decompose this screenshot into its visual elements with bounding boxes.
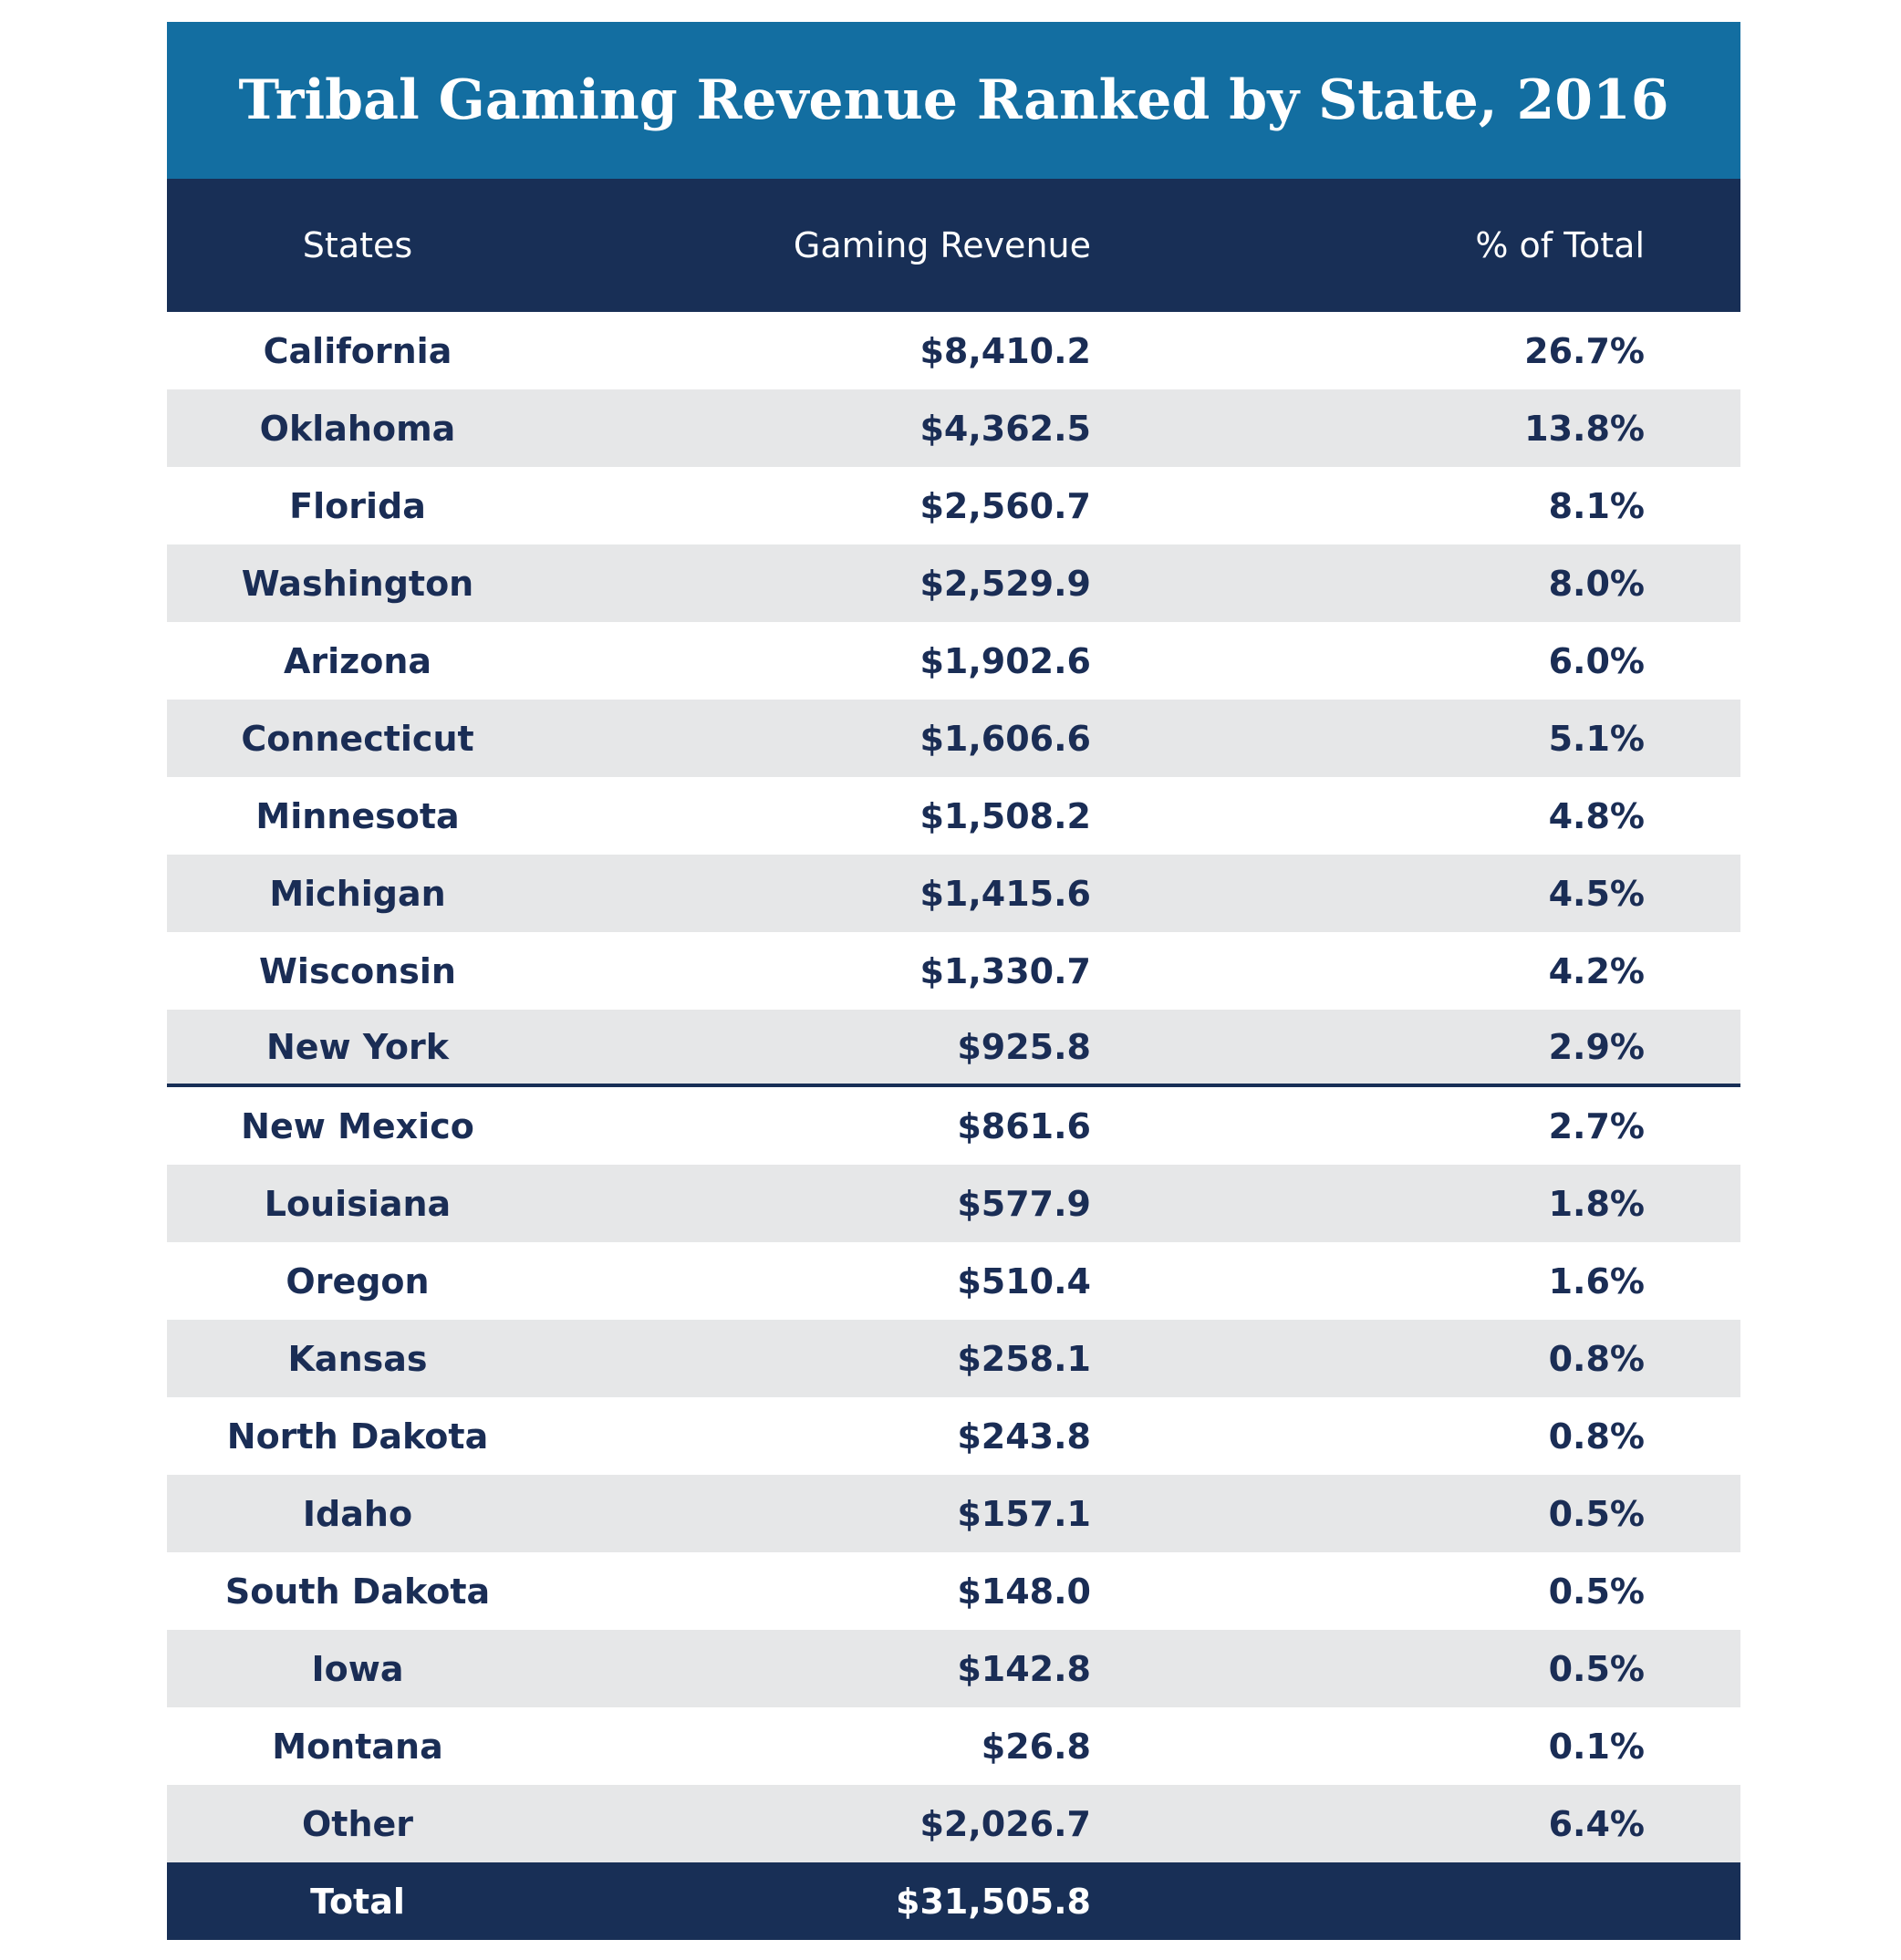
percent-cell: 4.8% [1548,795,1645,836]
state-cell: Florida [289,485,426,526]
table-row: Montana $26.8 0.1% [167,1707,1740,1785]
revenue-cell: $26.8 [981,1726,1091,1767]
table-row: Kansas $258.1 0.8% [167,1320,1740,1397]
revenue-cell: $1,606.6 [919,718,1091,759]
state-cell: New Mexico [241,1105,474,1146]
total-revenue: $31,505.8 [896,1881,1091,1922]
table-row: Iowa $142.8 0.5% [167,1630,1740,1707]
revenue-cell: $577.9 [957,1183,1091,1224]
state-cell: Oregon [286,1260,430,1301]
revenue-cell: $8,410.2 [919,330,1091,371]
total-label: Total [310,1881,405,1922]
percent-cell: 6.4% [1548,1803,1645,1844]
percent-cell: 8.0% [1548,563,1645,604]
state-cell: Michigan [269,873,446,914]
state-cell: Connecticut [241,718,474,759]
total-row: Total $31,505.8 [167,1862,1740,1940]
revenue-cell: $2,026.7 [919,1803,1091,1844]
table-row: South Dakota $148.0 0.5% [167,1552,1740,1630]
table-body: California $8,410.2 26.7% Oklahoma $4,36… [167,312,1740,1940]
table-row: Washington $2,529.9 8.0% [167,544,1740,622]
revenue-cell: $243.8 [957,1416,1091,1457]
state-cell: Arizona [283,640,432,681]
percent-cell: 0.1% [1548,1726,1645,1767]
percent-cell: 2.9% [1548,1026,1645,1067]
percent-cell: 0.8% [1548,1338,1645,1379]
percent-cell: 0.8% [1548,1416,1645,1457]
table-row: Florida $2,560.7 8.1% [167,467,1740,544]
table-row: Oklahoma $4,362.5 13.8% [167,389,1740,467]
percent-cell: 13.8% [1524,408,1645,449]
state-cell: California [263,330,452,371]
revenue-cell: $1,902.6 [919,640,1091,681]
table-row: California $8,410.2 26.7% [167,312,1740,389]
percent-cell: 1.8% [1548,1183,1645,1224]
table-row: Oregon $510.4 1.6% [167,1242,1740,1320]
state-cell: Idaho [302,1493,413,1534]
table-row: Arizona $1,902.6 6.0% [167,622,1740,700]
state-cell: Wisconsin [259,950,456,991]
column-header-states: States [302,225,413,265]
state-cell: Iowa [311,1648,404,1689]
table-row: Michigan $1,415.6 4.5% [167,855,1740,932]
column-header-percent-of-total: % of Total [1475,225,1645,265]
revenue-cell: $861.6 [957,1105,1091,1146]
revenue-cell: $1,508.2 [919,795,1091,836]
percent-cell: 0.5% [1548,1493,1645,1534]
percent-cell: 8.1% [1548,485,1645,526]
table-row: New Mexico $861.6 2.7% [167,1087,1740,1165]
state-cell: New York [265,1026,450,1067]
table-row: Wisconsin $1,330.7 4.2% [167,932,1740,1010]
revenue-cell: $925.8 [957,1026,1091,1067]
table-row: Louisiana $577.9 1.8% [167,1165,1740,1242]
revenue-cell: $1,330.7 [919,950,1091,991]
percent-cell: 0.5% [1548,1571,1645,1612]
table-row: New York $925.8 2.9% [167,1010,1740,1087]
table-row: North Dakota $243.8 0.8% [167,1397,1740,1475]
table-row: Connecticut $1,606.6 5.1% [167,700,1740,777]
revenue-cell: $2,529.9 [919,563,1091,604]
state-cell: Louisiana [264,1183,452,1224]
percent-cell: 4.5% [1548,873,1645,914]
table-header-row: States Gaming Revenue % of Total [167,179,1740,312]
state-cell: Oklahoma [259,408,456,449]
percent-cell: 1.6% [1548,1260,1645,1301]
table-row: Minnesota $1,508.2 4.8% [167,777,1740,855]
percent-cell: 6.0% [1548,640,1645,681]
revenue-cell: $258.1 [957,1338,1091,1379]
revenue-cell: $1,415.6 [919,873,1091,914]
state-cell: Washington [241,563,474,604]
state-cell: South Dakota [224,1571,491,1612]
column-header-gaming-revenue: Gaming Revenue [793,225,1091,265]
table-title: Tribal Gaming Revenue Ranked by State, 2… [167,22,1740,179]
state-cell: Montana [272,1726,443,1767]
percent-cell: 5.1% [1548,718,1645,759]
revenue-table: Tribal Gaming Revenue Ranked by State, 2… [167,22,1740,1940]
revenue-cell: $4,362.5 [919,408,1091,449]
state-cell: Minnesota [255,795,460,836]
state-cell: North Dakota [226,1416,489,1457]
revenue-cell: $148.0 [957,1571,1091,1612]
percent-cell: 26.7% [1524,330,1645,371]
revenue-cell: $157.1 [957,1493,1091,1534]
revenue-cell: $510.4 [957,1260,1091,1301]
percent-cell: 4.2% [1548,950,1645,991]
state-cell: Other [301,1803,414,1844]
table-row: Other $2,026.7 6.4% [167,1785,1740,1862]
percent-cell: 0.5% [1548,1648,1645,1689]
percent-cell: 2.7% [1548,1105,1645,1146]
state-cell: Kansas [287,1338,428,1379]
revenue-cell: $2,560.7 [919,485,1091,526]
table-row: Idaho $157.1 0.5% [167,1475,1740,1552]
revenue-cell: $142.8 [957,1648,1091,1689]
